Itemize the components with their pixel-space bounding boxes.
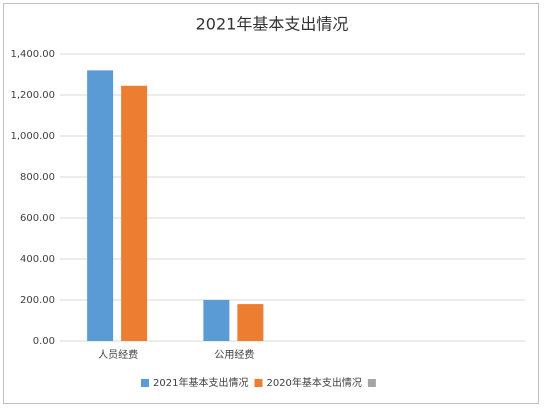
legend-swatch [367,379,376,387]
legend-swatch [254,379,263,387]
chart-title: 2021年基本支出情况 [196,15,349,34]
y-tick-label: 400.00 [20,254,55,265]
bar [121,85,148,342]
bar [87,70,114,342]
y-tick-label: 800.00 [20,172,55,183]
chart-frame [3,3,539,404]
x-tick-label: 公用经费 [214,348,254,361]
y-tick-label: 1,400.00 [10,49,55,60]
legend-label: 2021年基本支出情况 [153,376,248,389]
y-tick-label: 200.00 [20,295,55,306]
legend-label: 2020年基本支出情况 [266,376,361,389]
bar [237,304,264,341]
bar [203,300,230,341]
y-tick-label: 1,000.00 [10,131,55,142]
y-tick-label: 1,200.00 [10,90,55,101]
y-tick-label: 0.00 [33,336,55,347]
x-tick-label: 人员经费 [98,348,138,361]
y-tick-label: 600.00 [20,213,55,224]
legend-swatch [141,379,149,387]
